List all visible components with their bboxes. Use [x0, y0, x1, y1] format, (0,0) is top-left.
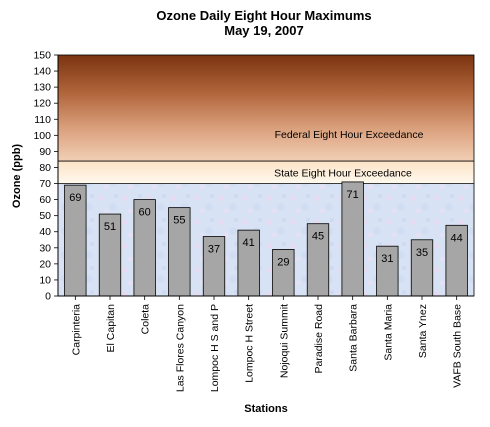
y-tick-label: 110 — [34, 114, 51, 126]
category-label-4: Las Flores Canyon — [174, 304, 186, 392]
state-exceedance-band — [58, 161, 474, 184]
federal-band-label: Federal Eight Hour Exceedance — [275, 129, 424, 141]
plot-border — [57, 54, 475, 297]
y-tick-label: 100 — [33, 130, 51, 142]
category-label-9: Santa Barbara — [348, 304, 360, 372]
y-tick-label: 30 — [39, 242, 51, 254]
data-label-4: 55 — [173, 215, 185, 227]
category-label-1: Carpinteria — [70, 304, 82, 356]
y-tick-label: 50 — [39, 210, 51, 222]
data-label-1: 69 — [69, 192, 81, 204]
y-tick-label: 130 — [33, 82, 51, 94]
y-tick-label: 150 — [33, 50, 51, 62]
data-label-3: 60 — [139, 207, 151, 219]
data-label-11: 35 — [416, 247, 428, 259]
y-tick-label: 40 — [39, 226, 51, 238]
category-label-12: VAFB South Base — [452, 304, 464, 388]
data-label-5: 37 — [208, 244, 220, 256]
data-label-9: 71 — [347, 189, 359, 201]
category-label-2: El Capitan — [105, 304, 117, 353]
data-label-6: 41 — [243, 237, 255, 249]
category-label-5: Lompoc H S and P — [209, 304, 221, 392]
y-axis-label: Ozone (ppb) — [11, 144, 23, 208]
state-band-label: State Eight Hour Exceedance — [274, 167, 412, 179]
y-tick-label: 140 — [33, 66, 51, 78]
data-label-7: 29 — [277, 256, 289, 268]
y-tick-label: 70 — [39, 178, 51, 190]
category-label-11: Santa Ynez — [417, 304, 429, 358]
category-label-3: Coleta — [140, 304, 152, 335]
y-tick-label: 20 — [39, 258, 51, 270]
y-tick-label: 60 — [39, 194, 51, 206]
y-tick-label: 120 — [33, 98, 51, 110]
y-tick-label: 90 — [39, 146, 51, 158]
plot-area: Federal Eight Hour Exceedance State Eight… — [33, 50, 475, 392]
x-axis-label: Stations — [244, 403, 287, 415]
data-label-2: 51 — [104, 221, 116, 233]
federal-exceedance-band — [58, 55, 474, 162]
chart-title: Ozone Daily Eight Hour Maximums — [156, 8, 371, 23]
category-label-10: Santa Maria — [382, 304, 394, 361]
chart-subtitle: May 19, 2007 — [224, 23, 304, 38]
data-label-12: 44 — [451, 232, 463, 244]
category-label-8: Paradise Road — [313, 304, 325, 374]
data-label-10: 31 — [381, 253, 393, 265]
category-label-7: Nojoqui Summit — [278, 304, 290, 378]
y-tick-label: 10 — [39, 274, 51, 286]
data-label-8: 45 — [312, 231, 324, 243]
category-label-6: Lompoc H Street — [244, 304, 256, 383]
y-tick-label: 80 — [39, 162, 51, 174]
y-tick-label: 0 — [45, 291, 51, 303]
